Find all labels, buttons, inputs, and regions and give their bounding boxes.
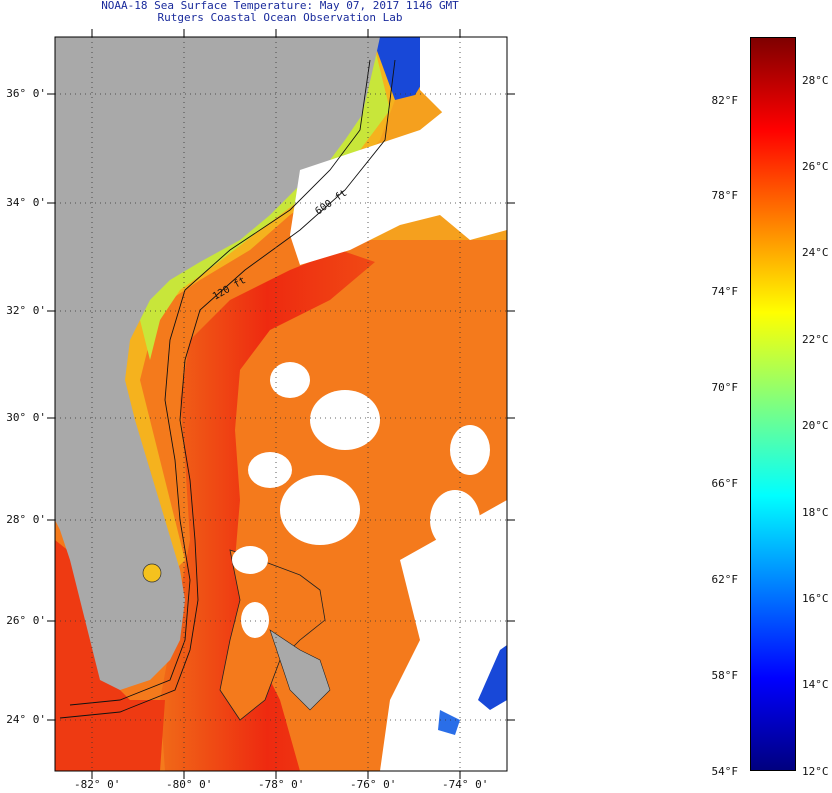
graticule — [55, 37, 507, 771]
isobath-120ft — [69, 59, 371, 706]
cold-patch-south — [438, 710, 460, 735]
colorbar-c-label: 12°C — [802, 765, 829, 778]
temperature-colorbar — [750, 37, 796, 771]
colorbar-f-label: 78°F — [711, 189, 739, 202]
colorbar-c-label: 14°C — [802, 678, 829, 691]
colorbar-c-label: 28°C — [802, 74, 829, 87]
colorbar-f-label: 74°F — [711, 285, 739, 298]
colorbar-f-label: 82°F — [711, 94, 739, 107]
colorbar-f-label: 66°F — [711, 477, 739, 490]
colorbar-c-label: 18°C — [802, 506, 829, 519]
land-us-coast — [55, 37, 380, 690]
lat-label-34: 34° 0' — [6, 196, 46, 209]
colorbar-c-label: 22°C — [802, 333, 829, 346]
colorbar-f-label: 70°F — [711, 381, 739, 394]
gulf-stream — [160, 250, 375, 771]
frame-ticks — [47, 29, 515, 779]
map-frame — [54, 36, 508, 772]
lat-label-24: 24° 0' — [6, 713, 46, 726]
cold-water-north — [372, 37, 430, 100]
lon-label-76: -76° 0' — [350, 778, 397, 791]
lon-label-80: -80° 0' — [166, 778, 213, 791]
cloud-cover — [232, 37, 507, 771]
lat-label-26: 26° 0' — [6, 614, 46, 627]
lat-label-30: 30° 0' — [6, 411, 46, 424]
cold-patch-southeast — [478, 645, 507, 710]
map-subtitle: Rutgers Coastal Ocean Observation Lab — [157, 11, 403, 24]
colorbar-c-label: 16°C — [802, 592, 829, 605]
lon-label-74: -74° 0' — [442, 778, 489, 791]
lon-label-82: -82° 0' — [74, 778, 121, 791]
lon-label-78: -78° 0' — [258, 778, 305, 791]
lake-okeechobee — [142, 563, 162, 583]
colorbar-c-label: 20°C — [802, 419, 829, 432]
lat-label-36: 36° 0' — [6, 87, 46, 100]
colorbar-c-label: 24°C — [802, 246, 829, 259]
colorbar-f-label: 54°F — [711, 765, 739, 778]
map-title: NOAA-18 Sea Surface Temperature: May 07,… — [101, 0, 459, 12]
colorbar-f-label: 58°F — [711, 669, 739, 682]
lat-label-32: 32° 0' — [6, 304, 46, 317]
bahamas-island — [269, 629, 331, 711]
colorbar-f-label: 62°F — [711, 573, 739, 586]
colorbar-c-label: 26°C — [802, 160, 829, 173]
lat-label-28: 28° 0' — [6, 513, 46, 526]
